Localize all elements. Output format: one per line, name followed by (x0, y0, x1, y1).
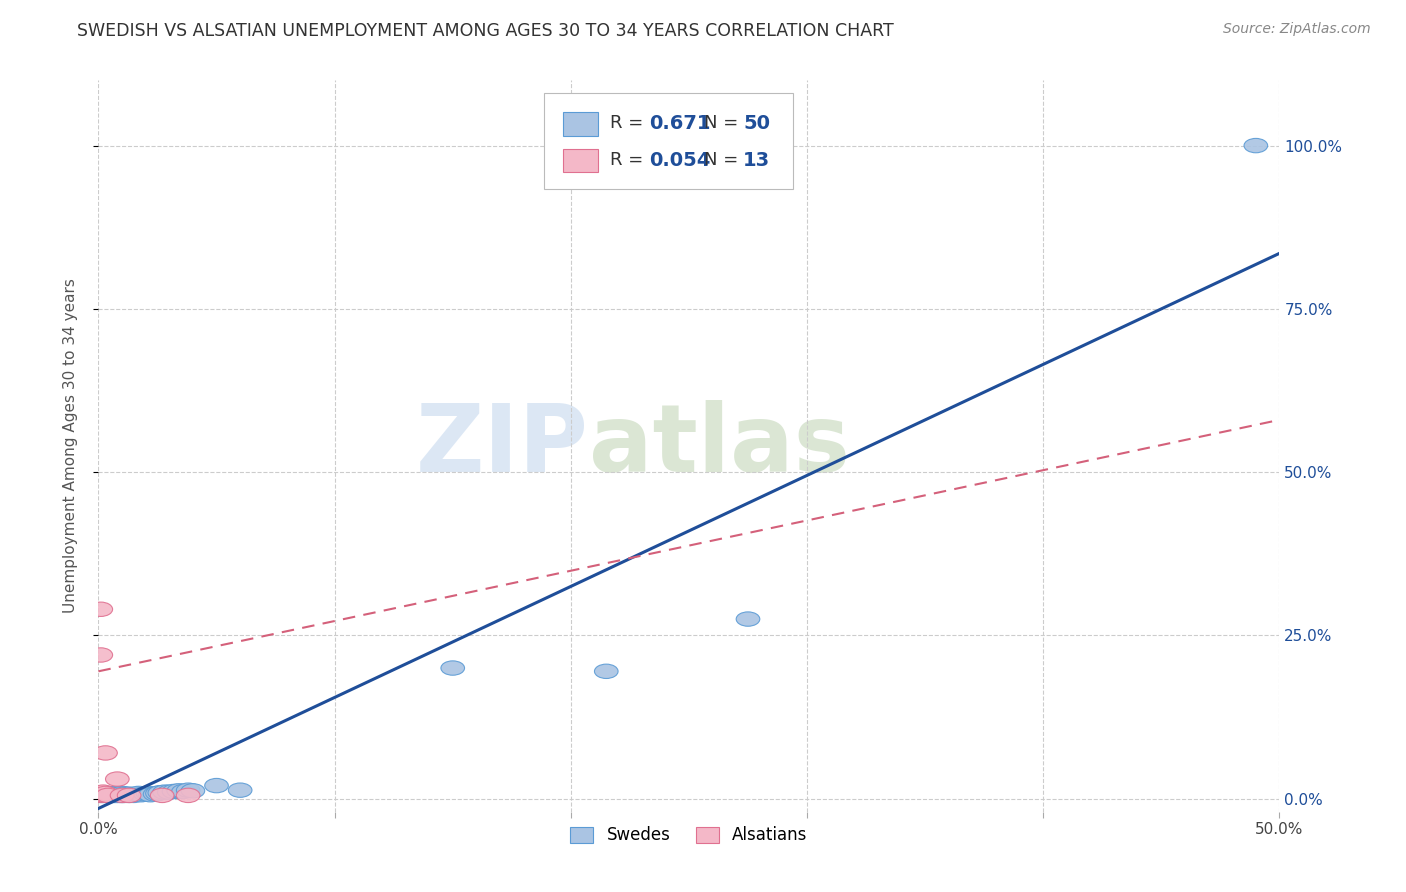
Ellipse shape (98, 787, 122, 801)
Ellipse shape (98, 788, 122, 802)
Text: atlas: atlas (589, 400, 849, 492)
Ellipse shape (94, 789, 117, 803)
Ellipse shape (117, 787, 141, 801)
Ellipse shape (94, 786, 117, 801)
Ellipse shape (112, 789, 136, 803)
Ellipse shape (162, 784, 186, 798)
Text: 13: 13 (744, 151, 770, 169)
Ellipse shape (1244, 138, 1268, 153)
Text: SWEDISH VS ALSATIAN UNEMPLOYMENT AMONG AGES 30 TO 34 YEARS CORRELATION CHART: SWEDISH VS ALSATIAN UNEMPLOYMENT AMONG A… (77, 22, 894, 40)
Ellipse shape (143, 787, 167, 801)
Ellipse shape (105, 786, 129, 801)
FancyBboxPatch shape (562, 112, 598, 136)
Ellipse shape (103, 789, 127, 803)
Ellipse shape (110, 786, 134, 801)
Ellipse shape (89, 789, 112, 803)
Y-axis label: Unemployment Among Ages 30 to 34 years: Unemployment Among Ages 30 to 34 years (63, 278, 77, 614)
Ellipse shape (127, 786, 150, 801)
Ellipse shape (146, 786, 169, 801)
Ellipse shape (96, 789, 120, 803)
Ellipse shape (110, 789, 134, 803)
Ellipse shape (89, 648, 112, 662)
Ellipse shape (176, 789, 200, 803)
Ellipse shape (105, 788, 129, 802)
FancyBboxPatch shape (544, 93, 793, 188)
Text: 0.671: 0.671 (648, 114, 710, 133)
Ellipse shape (172, 784, 195, 798)
Ellipse shape (101, 789, 124, 803)
Text: R =: R = (610, 151, 648, 169)
Ellipse shape (103, 788, 127, 802)
FancyBboxPatch shape (562, 149, 598, 172)
Ellipse shape (108, 787, 132, 801)
Ellipse shape (110, 788, 134, 802)
Legend: Swedes, Alsatians: Swedes, Alsatians (564, 820, 814, 851)
Ellipse shape (117, 789, 141, 803)
Ellipse shape (91, 788, 115, 802)
Ellipse shape (176, 783, 200, 797)
Ellipse shape (139, 788, 162, 802)
Text: Source: ZipAtlas.com: Source: ZipAtlas.com (1223, 22, 1371, 37)
Ellipse shape (89, 602, 112, 616)
Ellipse shape (96, 789, 120, 803)
Ellipse shape (228, 783, 252, 797)
Ellipse shape (117, 789, 141, 803)
Ellipse shape (737, 612, 759, 626)
Text: ZIP: ZIP (416, 400, 589, 492)
Ellipse shape (181, 784, 205, 798)
Ellipse shape (441, 661, 464, 675)
Ellipse shape (148, 786, 172, 800)
Ellipse shape (96, 786, 120, 801)
Ellipse shape (112, 787, 136, 801)
Ellipse shape (122, 789, 146, 803)
Ellipse shape (103, 787, 127, 801)
Ellipse shape (134, 787, 157, 801)
Ellipse shape (124, 787, 148, 801)
Ellipse shape (105, 772, 129, 786)
Ellipse shape (150, 789, 174, 803)
Text: 0.054: 0.054 (648, 151, 710, 169)
Ellipse shape (94, 746, 117, 760)
Text: N =: N = (704, 151, 744, 169)
Ellipse shape (91, 785, 115, 799)
Ellipse shape (105, 789, 129, 803)
Ellipse shape (89, 789, 112, 803)
Ellipse shape (167, 784, 191, 798)
Text: R =: R = (610, 114, 648, 132)
Ellipse shape (108, 789, 132, 803)
Ellipse shape (101, 788, 124, 802)
Ellipse shape (136, 786, 160, 801)
Ellipse shape (153, 785, 176, 799)
Ellipse shape (129, 788, 153, 802)
Ellipse shape (98, 789, 122, 803)
Ellipse shape (595, 665, 619, 679)
Ellipse shape (157, 785, 181, 799)
Ellipse shape (115, 788, 139, 802)
Ellipse shape (91, 789, 115, 803)
Ellipse shape (120, 788, 143, 802)
Ellipse shape (110, 789, 134, 803)
Ellipse shape (205, 779, 228, 793)
Text: 50: 50 (744, 114, 770, 133)
Text: N =: N = (704, 114, 744, 132)
